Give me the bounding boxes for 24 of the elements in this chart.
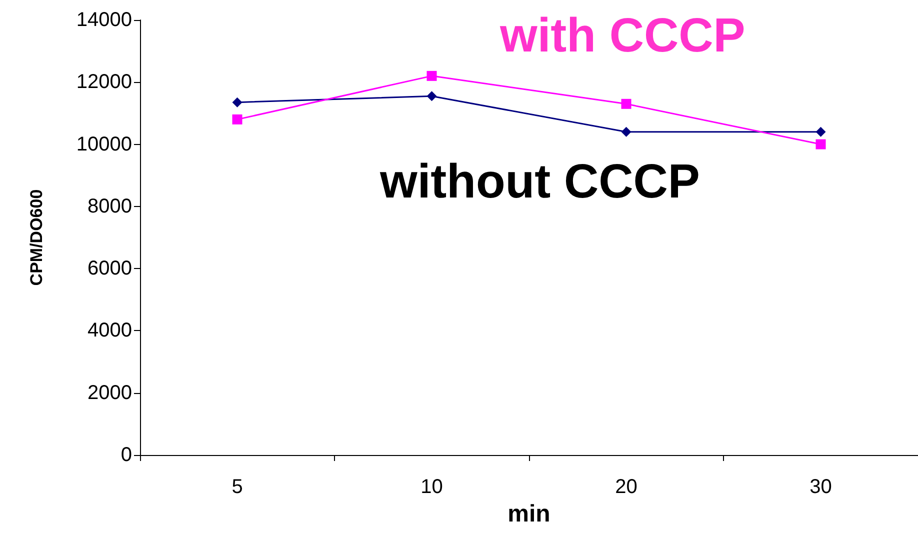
- x-tick-label: 10: [420, 476, 443, 498]
- point: [426, 70, 437, 81]
- point: [621, 126, 632, 137]
- point: [816, 126, 826, 137]
- point: [621, 98, 632, 109]
- y-tick-label: 10000: [76, 133, 132, 156]
- point: [426, 91, 437, 102]
- point: [816, 139, 826, 150]
- y-axis-title: CPM/DO600: [27, 189, 46, 286]
- x-axis-title: min: [508, 500, 550, 528]
- series-label: with CCCP: [499, 10, 746, 62]
- y-tick-label: 12000: [76, 71, 132, 94]
- y-tick-label: 14000: [76, 9, 132, 31]
- x-tick-label: 20: [615, 476, 638, 498]
- y-tick-label: 4000: [88, 320, 132, 342]
- point: [232, 97, 242, 108]
- y-tick-label: 6000: [88, 258, 132, 280]
- series-label: without CCCP: [379, 156, 700, 208]
- point: [232, 114, 242, 124]
- x-tick-label: 30: [810, 476, 832, 498]
- y-tick-label: 8000: [88, 195, 132, 218]
- y-tick-label: 0: [120, 444, 132, 466]
- y-tick-label: 2000: [88, 382, 132, 404]
- x-tick-label: 5: [232, 476, 243, 498]
